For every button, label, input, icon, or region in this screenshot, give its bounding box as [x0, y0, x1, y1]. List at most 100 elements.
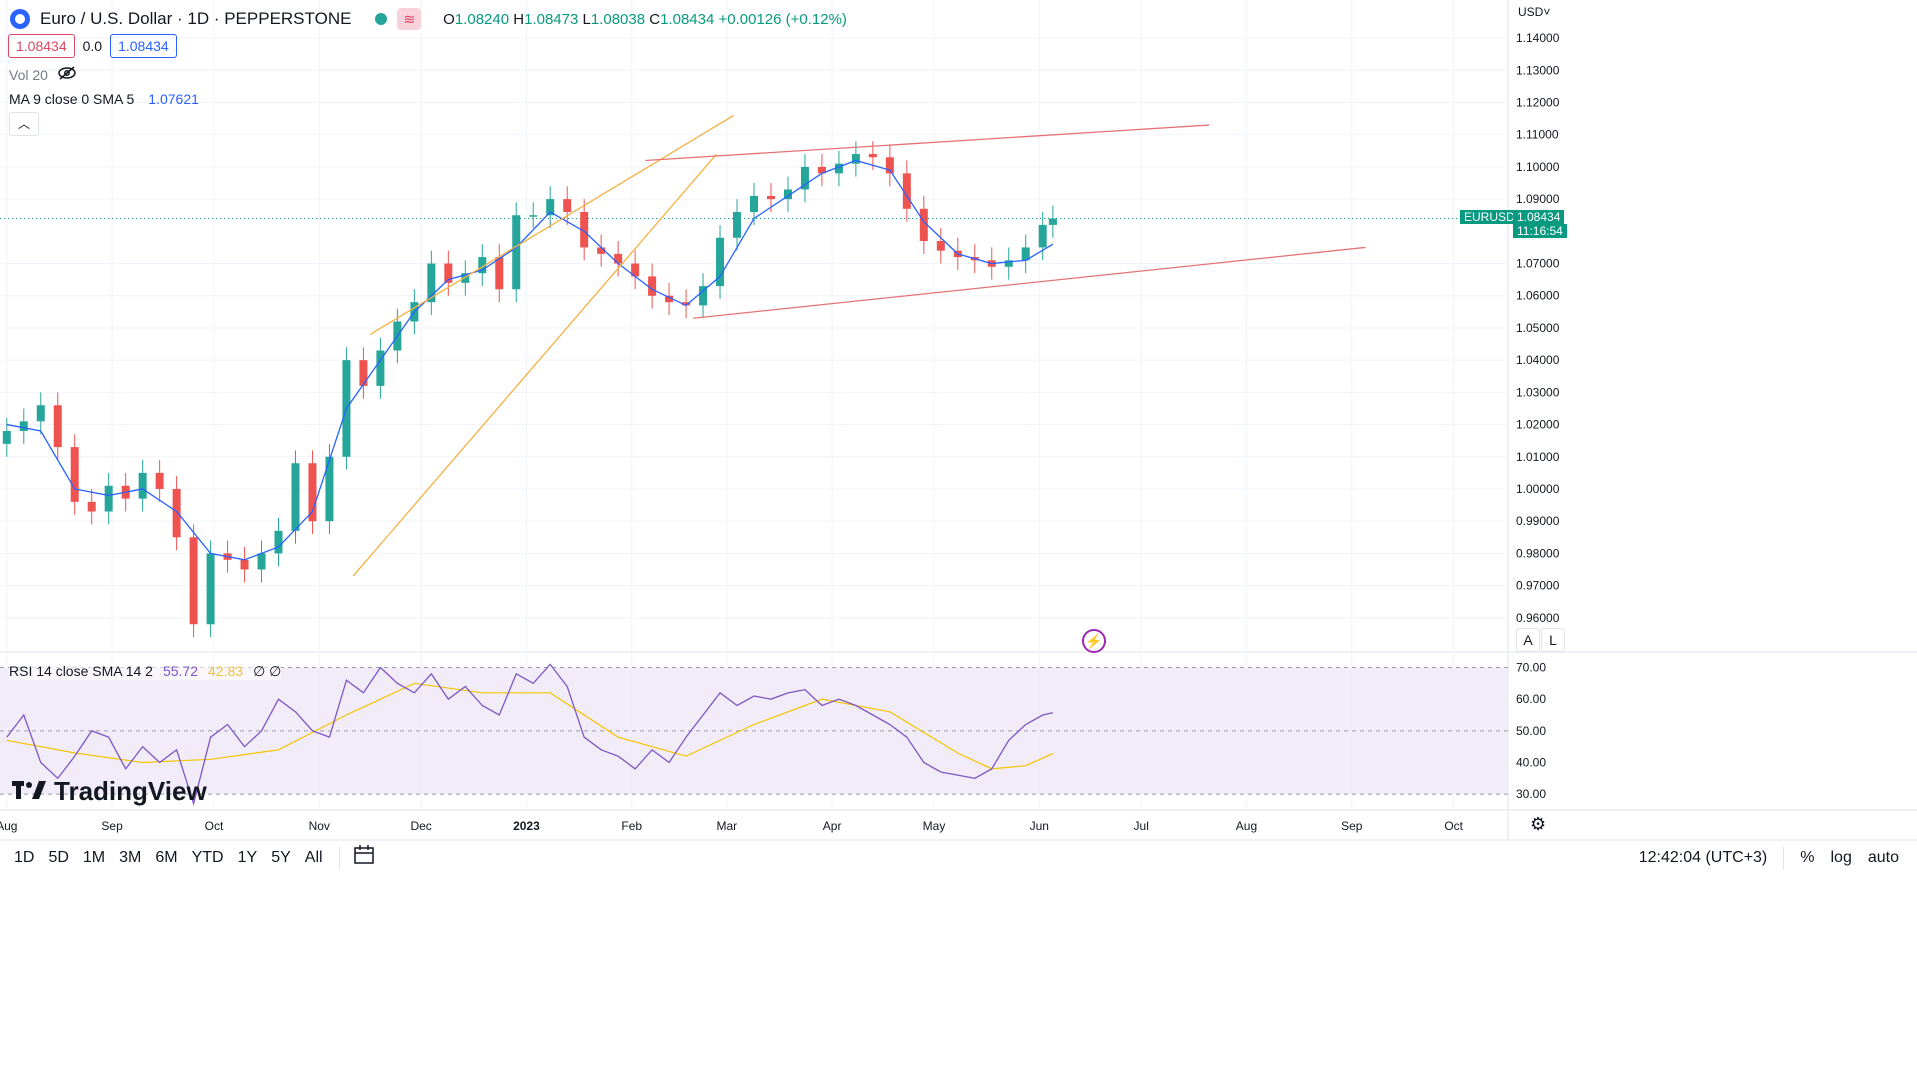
candle-body — [766, 195, 775, 200]
candle-body — [902, 173, 911, 209]
candle-body — [1048, 218, 1057, 225]
candle — [291, 450, 300, 544]
candle — [1004, 247, 1013, 280]
candle — [87, 488, 96, 525]
candle — [783, 176, 792, 213]
log-toggle[interactable]: log — [1830, 849, 1852, 866]
tf-5y[interactable]: 5Y — [271, 849, 291, 866]
time-tick-label: Feb — [621, 819, 642, 833]
candle — [155, 459, 164, 502]
time-tick-label: Mar — [716, 819, 737, 833]
currency-menu[interactable]: USD˅ — [1518, 5, 1551, 19]
candle — [206, 540, 215, 638]
tf-1d[interactable]: 1D — [14, 849, 35, 866]
candle — [512, 202, 521, 303]
rsi-line — [6, 663, 1054, 807]
candle-body — [885, 157, 894, 174]
candle-body — [2, 431, 11, 444]
candle-body — [682, 302, 691, 306]
gear-icon[interactable]: ⚙ — [1530, 814, 1547, 834]
tf-1y[interactable]: 1Y — [237, 849, 258, 866]
rsi-tick-label: 60.00 — [1516, 692, 1546, 706]
candle-body — [783, 189, 792, 200]
rsi-sma-value: 42.83 — [208, 663, 244, 679]
tf-5d[interactable]: 5D — [48, 849, 69, 866]
symbol-title[interactable]: Euro / U.S. Dollar · 1D · PEPPERSTONE — [40, 9, 352, 28]
candle-body — [1004, 260, 1013, 267]
sell-button[interactable]: 1.08434 — [8, 34, 75, 58]
candle — [138, 459, 147, 512]
compare-badge-icon[interactable]: ≋ — [397, 8, 422, 30]
candle-body — [104, 485, 113, 512]
eye-hidden-icon[interactable] — [58, 66, 76, 83]
price-tick-label: 1.11000 — [1516, 128, 1559, 142]
clock-timezone[interactable]: 12:42:04 (UTC+3) — [1638, 849, 1768, 866]
candle — [427, 250, 436, 316]
candle-body — [919, 208, 928, 241]
rsi-legend[interactable]: RSI 14 close SMA 14 2 55.72 42.83 ∅ ∅ — [9, 663, 282, 680]
candle-body — [750, 195, 758, 213]
candle-body — [936, 240, 945, 251]
time-tick-label: Sep — [1341, 819, 1363, 833]
price-tick-label: 1.00000 — [1516, 482, 1560, 496]
channel-line-orange — [352, 153, 718, 577]
tf-6m[interactable]: 6M — [155, 849, 178, 866]
rsi-label: RSI 14 close SMA 14 2 — [9, 663, 153, 679]
candle-body — [800, 166, 809, 190]
candle — [1048, 205, 1057, 238]
candle — [733, 199, 742, 251]
buy-button[interactable]: 1.08434 — [110, 34, 177, 58]
tf-1m[interactable]: 1M — [82, 849, 106, 866]
candle-body — [716, 237, 725, 287]
percent-toggle[interactable]: % — [1800, 849, 1815, 866]
channel-line-orange — [369, 114, 734, 335]
rsi-extra: ∅ ∅ — [253, 663, 282, 679]
channel-line-red — [692, 246, 1366, 319]
bottom-right-tools: 12:42:04 (UTC+3) % log auto — [1639, 840, 1899, 876]
log-scale-button[interactable]: L — [1541, 628, 1565, 652]
price-tick-label: 1.10000 — [1516, 160, 1560, 174]
candle — [1021, 234, 1030, 274]
auto-toggle[interactable]: auto — [1867, 849, 1899, 866]
tf-all[interactable]: All — [304, 849, 323, 866]
candle — [665, 282, 674, 316]
market-open-icon — [375, 13, 388, 25]
candle-body — [87, 501, 96, 512]
tradingview-logo[interactable]: TradingView — [12, 776, 207, 807]
price-tick-label: 1.03000 — [1516, 385, 1560, 399]
time-tick-label: May — [923, 819, 946, 833]
tf-3m[interactable]: 3M — [119, 849, 142, 866]
price-tick-label: 0.96000 — [1516, 611, 1560, 625]
time-tick-label: Oct — [205, 819, 224, 833]
candle — [936, 228, 945, 264]
tradingview-mark-icon — [12, 779, 46, 805]
candle-body — [817, 166, 826, 174]
candle-body — [478, 257, 487, 274]
price-tick-label: 0.99000 — [1516, 514, 1560, 528]
bottom-toolbar: 1D 5D 1M 3M 6M YTD 1Y 5Y All 12:42:04 (U… — [0, 840, 1917, 876]
tf-ytd[interactable]: YTD — [191, 849, 224, 866]
candle — [19, 408, 28, 444]
auto-scale-button[interactable]: A — [1516, 628, 1540, 652]
price-tick-label: 0.98000 — [1516, 546, 1560, 560]
candle — [257, 540, 266, 583]
volume-indicator-legend[interactable]: Vol 20 — [9, 66, 76, 83]
time-tick-label: Jul — [1134, 819, 1149, 833]
ma-indicator-legend[interactable]: MA 9 close 0 SMA 5 1.07621 — [9, 91, 199, 107]
candle — [70, 434, 79, 515]
candle-body — [308, 463, 317, 522]
time-tick-label: Aug — [0, 819, 17, 833]
collapse-legend-button[interactable]: ︿ — [9, 112, 39, 136]
candle-body — [495, 257, 504, 290]
price-tick-label: 1.01000 — [1516, 450, 1560, 464]
calendar-range-icon[interactable] — [353, 845, 376, 871]
lightning-event-icon[interactable]: ⚡ — [1082, 629, 1106, 653]
candle-body — [291, 463, 300, 531]
rsi-tick-label: 40.00 — [1516, 756, 1546, 770]
candle — [631, 250, 640, 290]
candle-body — [444, 263, 453, 283]
candle — [495, 244, 504, 303]
candle-body — [19, 421, 28, 432]
candle-body — [512, 215, 521, 290]
